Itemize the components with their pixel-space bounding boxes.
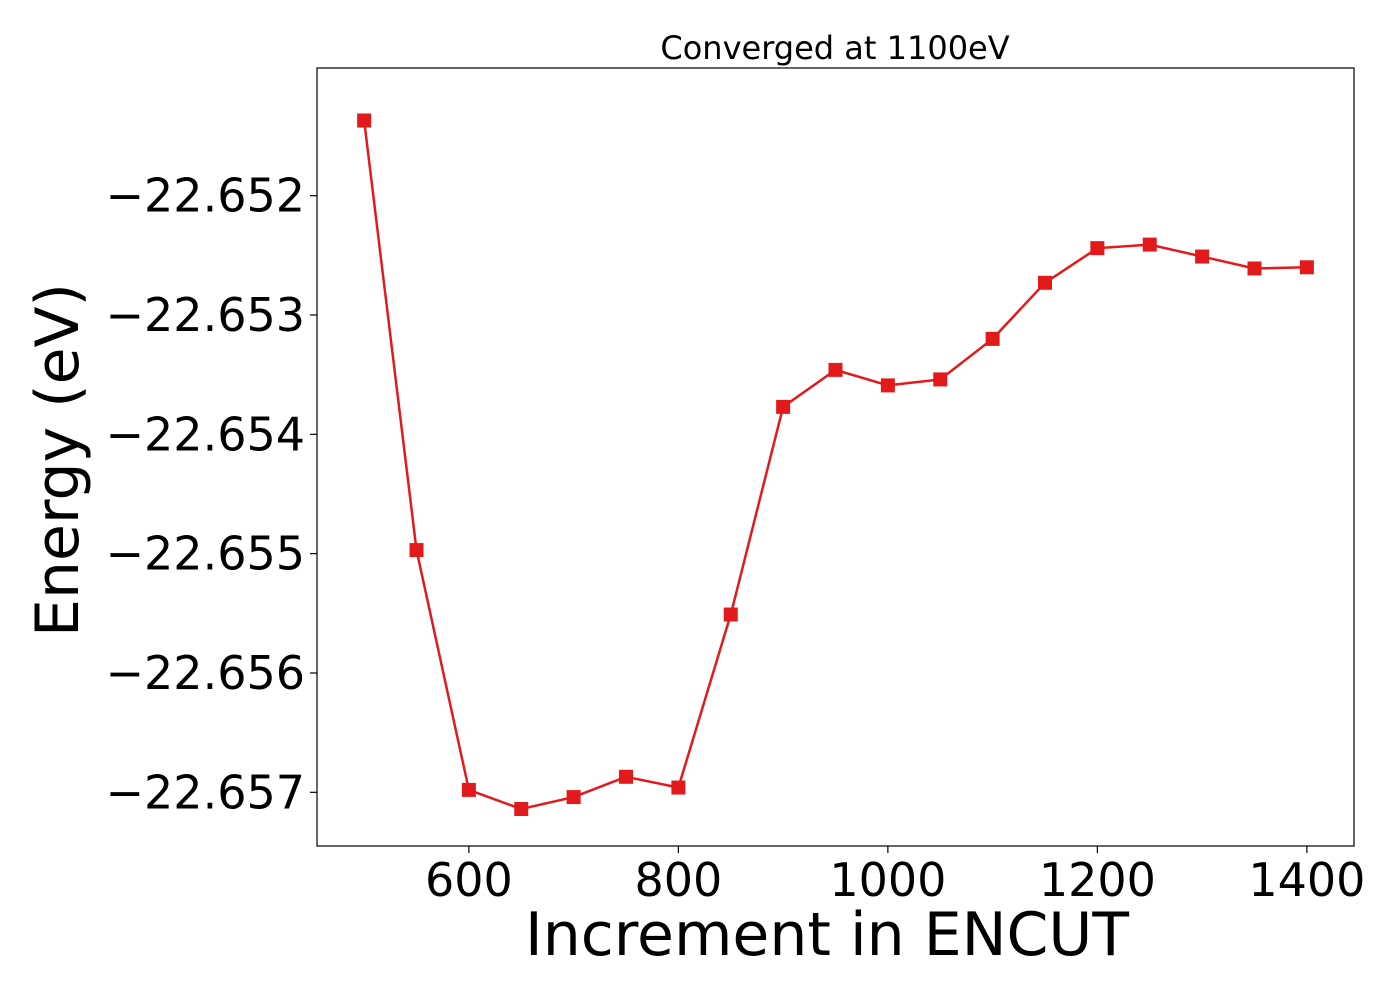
x-tick-label: 600 — [425, 853, 513, 907]
y-tick-label: −22.656 — [106, 646, 306, 700]
data-point-marker — [409, 543, 424, 558]
data-point-marker — [1090, 241, 1105, 256]
data-point-marker — [566, 790, 581, 805]
data-point-marker — [1142, 237, 1157, 252]
series-markers — [357, 113, 1314, 817]
y-tick-label: −22.657 — [106, 765, 306, 819]
data-point-marker — [723, 607, 738, 622]
series-line — [362, 120, 1307, 811]
data-point-marker — [828, 362, 843, 377]
y-tick-label: −22.654 — [106, 407, 306, 461]
x-tick-label: 1400 — [1248, 853, 1365, 907]
data-point-marker — [985, 331, 1000, 346]
y-axis: −22.652 −22.653 −22.654 −22.655 −22.656 −22.6… — [106, 169, 317, 819]
data-point-marker — [619, 769, 634, 784]
data-point-marker — [357, 113, 372, 128]
data-point-marker — [1195, 249, 1210, 264]
data-point-marker — [880, 378, 895, 393]
data-point-marker — [933, 372, 948, 387]
chart-title: Converged at 1100eV — [660, 29, 1009, 67]
x-tick-label: 1200 — [1039, 853, 1156, 907]
x-axis-label: Increment in ENCUT — [525, 900, 1129, 970]
x-tick-label: 800 — [634, 853, 722, 907]
x-axis: 600 800 1000 1200 1400 — [425, 846, 1365, 907]
data-point-marker — [776, 399, 791, 414]
data-point-marker — [461, 782, 476, 797]
y-tick-label: −22.655 — [106, 527, 306, 581]
data-point-marker — [1299, 260, 1314, 275]
data-point-marker — [671, 780, 686, 795]
y-tick-label: −22.652 — [106, 169, 306, 223]
y-axis-label: Energy (eV) — [23, 283, 93, 637]
data-point-marker — [1037, 275, 1052, 290]
x-tick-label: 1000 — [829, 853, 946, 907]
plot-area-frame — [316, 67, 1355, 847]
data-point-marker — [1247, 261, 1262, 276]
y-tick-label: −22.653 — [106, 288, 306, 342]
data-point-marker — [514, 802, 529, 817]
